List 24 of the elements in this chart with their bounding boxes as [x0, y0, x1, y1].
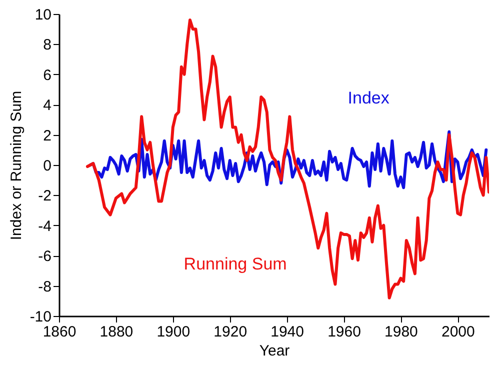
y-tick-label: -10: [30, 308, 52, 326]
y-tick-label: 8: [43, 36, 52, 54]
y-tick-label: 6: [43, 66, 52, 84]
y-tick-label: -8: [38, 278, 52, 296]
x-tick-label: 1960: [328, 324, 361, 340]
x-tick-label: 1860: [42, 324, 76, 340]
x-tick-label: 1880: [100, 324, 134, 340]
y-tick-label: 2: [43, 127, 52, 144]
x-tick-label: 1980: [384, 324, 418, 340]
x-tick-label: 1940: [270, 324, 304, 340]
y-tick-label: 0: [43, 158, 52, 174]
y-tick-label: -2: [38, 188, 52, 205]
y-axis-title: Index or Running Sum: [8, 90, 25, 240]
series-label: Running Sum: [184, 254, 287, 274]
x-tick-label: 2000: [441, 324, 475, 340]
y-tick-label: 4: [43, 97, 52, 114]
x-tick-label: 1900: [156, 324, 190, 340]
y-tick-label: -6: [38, 248, 52, 266]
x-axis-title: Year: [259, 342, 290, 360]
line-series: [86, 18, 489, 300]
series-label: Index: [348, 88, 390, 108]
x-tick-label: 1920: [214, 324, 248, 340]
y-tick-label: -4: [38, 218, 52, 235]
y-tick-label: 10: [34, 6, 52, 24]
